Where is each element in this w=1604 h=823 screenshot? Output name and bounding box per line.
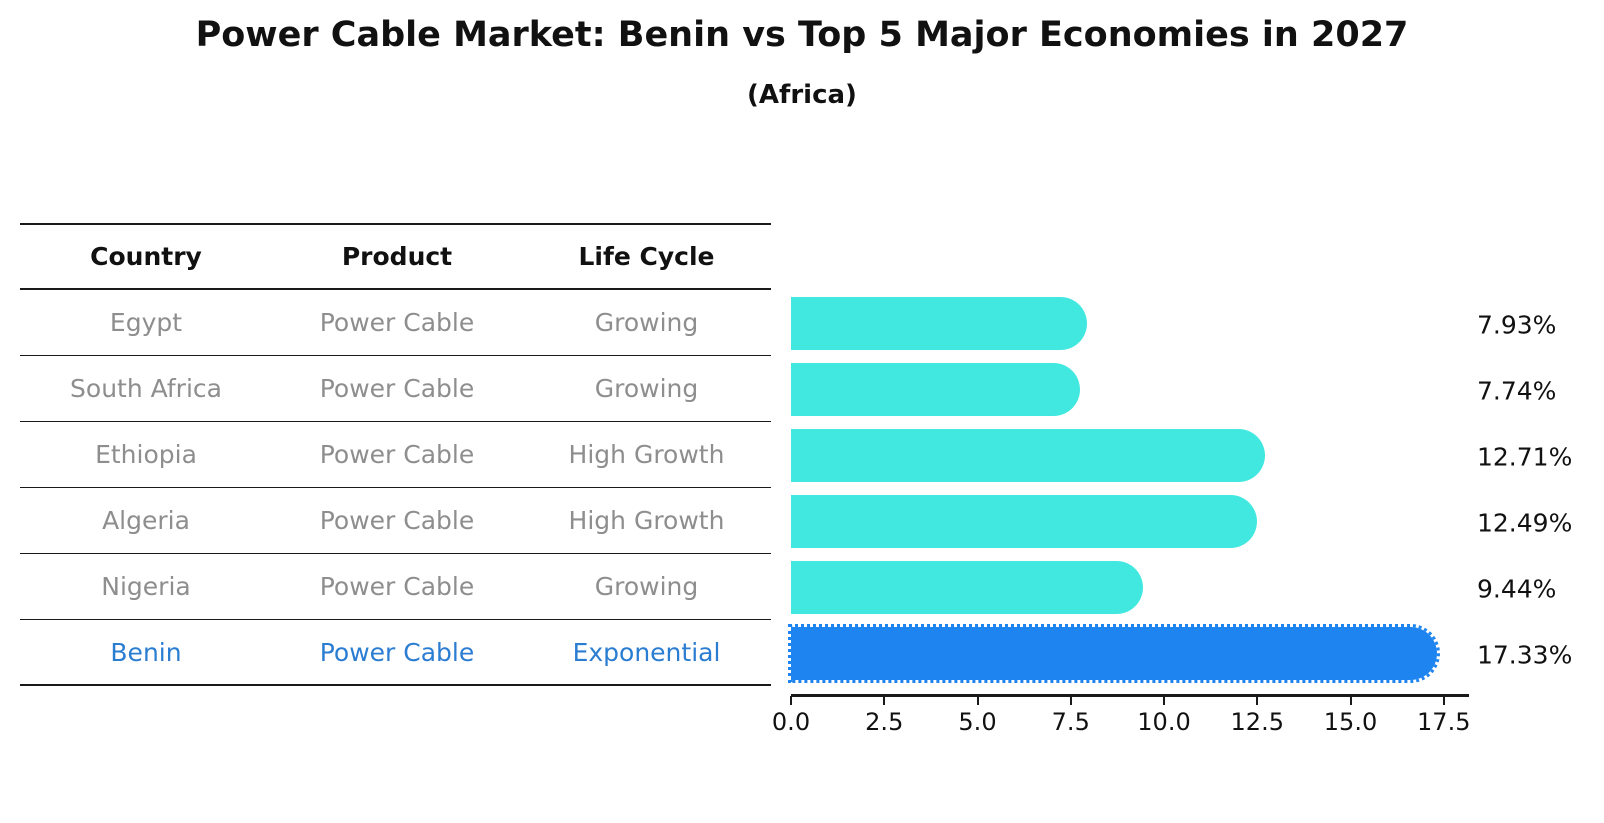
country-table: Country Product Life Cycle Egypt Power C…	[20, 223, 771, 686]
table-row: Ethiopia Power Cable High Growth	[20, 422, 771, 488]
x-axis-tick-label: 10.0	[1137, 708, 1191, 736]
bar-chart-plot: 7.93% 7.74% 12.71% 12.49% 9.44% 17.33% 0…	[772, 0, 1604, 823]
country-cell: Algeria	[102, 506, 190, 535]
country-cell: South Africa	[70, 374, 222, 403]
column-header-country: Country	[90, 242, 202, 271]
x-axis-tick-label: 15.0	[1323, 708, 1378, 736]
bar-ethiopia	[791, 428, 1266, 482]
tick-mark	[1163, 696, 1165, 705]
tick-mark	[883, 696, 886, 705]
x-axis-tick-label: 2.5	[865, 708, 904, 736]
table-row: South Africa Power Cable Growing	[20, 356, 771, 422]
lifecycle-cell: Growing	[594, 308, 699, 337]
product-cell: Power Cable	[319, 440, 475, 469]
tick-mark	[1349, 696, 1352, 705]
bar-value-label: 17.33%	[1477, 640, 1573, 670]
country-cell: Egypt	[109, 308, 183, 337]
bar-value-label: 7.74%	[1477, 376, 1557, 406]
table-row-benin-highlight: Benin Power Cable Exponential	[20, 620, 771, 686]
bar-value-label: 12.49%	[1477, 508, 1573, 538]
bar-south-africa	[791, 362, 1080, 416]
product-cell: Power Cable	[319, 637, 475, 667]
country-cell: Ethiopia	[95, 440, 197, 469]
bar-value-label: 12.71%	[1477, 442, 1573, 472]
product-cell: Power Cable	[319, 506, 475, 535]
product-cell: Power Cable	[319, 308, 475, 337]
x-axis-tick-label: 5.0	[958, 708, 997, 736]
table-row: Egypt Power Cable Growing	[20, 290, 771, 356]
table-header-row: Country Product Life Cycle	[20, 223, 771, 290]
bar-value-label: 7.93%	[1477, 310, 1557, 340]
lifecycle-cell: High Growth	[568, 506, 725, 535]
lifecycle-cell: Exponential	[572, 637, 721, 667]
x-axis-line	[791, 694, 1469, 697]
column-header-product: Product	[341, 242, 453, 271]
country-cell: Nigeria	[101, 572, 191, 601]
tick-mark	[1069, 696, 1072, 705]
lifecycle-cell: Growing	[594, 572, 699, 601]
lifecycle-cell: High Growth	[568, 440, 725, 469]
tick-mark	[1442, 696, 1445, 705]
product-cell: Power Cable	[319, 572, 475, 601]
table-row: Algeria Power Cable High Growth	[20, 488, 771, 554]
x-axis-tick-label: 7.5	[1051, 708, 1090, 736]
x-axis-tick-label: 12.5	[1230, 708, 1284, 736]
bar-benin-highlighted	[787, 623, 1441, 683]
tick-mark	[790, 696, 792, 705]
bar-egypt	[791, 296, 1087, 350]
chart-subtitle: (Africa)	[747, 80, 857, 110]
product-cell: Power Cable	[319, 374, 475, 403]
bar-value-label: 9.44%	[1477, 574, 1557, 604]
bar-nigeria	[791, 560, 1144, 614]
tick-mark	[976, 696, 979, 705]
table-row: Nigeria Power Cable Growing	[20, 554, 771, 620]
chart-title: Power Cable Market: Benin vs Top 5 Major…	[195, 15, 1409, 55]
bar-algeria	[791, 494, 1257, 548]
x-axis-tick-label: 0.0	[771, 708, 811, 736]
column-header-lifecycle: Life Cycle	[578, 242, 715, 271]
lifecycle-cell: Growing	[594, 374, 699, 403]
country-cell: Benin	[110, 637, 182, 667]
tick-mark	[1256, 696, 1259, 705]
x-axis-tick-label: 17.5	[1417, 708, 1471, 736]
